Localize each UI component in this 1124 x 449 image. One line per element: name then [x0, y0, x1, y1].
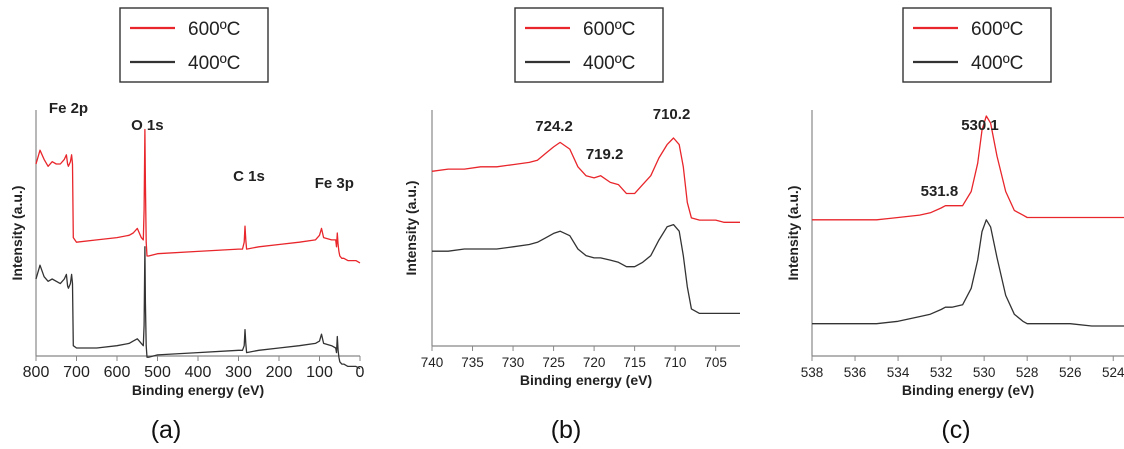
x-tick-label: 500 — [144, 364, 171, 381]
series-line-600C — [812, 115, 1124, 221]
x-tick-label: 735 — [461, 355, 484, 370]
chart-panel-1: 740 735 730 725 720 715 710 705 Binding energy (… — [403, 7, 740, 444]
legend: 600ºC 400ºC — [902, 7, 1052, 83]
peak-annotation: 719.2 — [586, 146, 624, 163]
x-tick-label: 740 — [421, 355, 444, 370]
peak-annotation: 710.2 — [653, 106, 691, 123]
x-tick-label: 200 — [266, 364, 293, 381]
series-line-600C — [431, 137, 740, 223]
x-tick-label: 536 — [844, 365, 867, 380]
legend-box — [514, 7, 664, 83]
x-tick-label: 100 — [306, 364, 333, 381]
x-tick-label: 730 — [502, 355, 525, 370]
panel-label: (a) — [151, 416, 182, 444]
panel-label: (c) — [941, 416, 970, 444]
x-tick-label: 534 — [887, 365, 910, 380]
chart-panel-2: 538 536 534 532 530 528 526 524 Binding energy (… — [785, 7, 1124, 444]
legend-entry: 600ºC — [971, 19, 1023, 40]
series-line-600C — [35, 128, 361, 264]
legend-entry: 400ºC — [971, 53, 1023, 74]
peak-annotation: 531.8 — [921, 183, 959, 200]
x-tick-label: 720 — [583, 355, 606, 370]
peak-annotation: 530.1 — [961, 117, 999, 134]
legend-entry: 600ºC — [188, 19, 240, 40]
series-line-400C — [35, 246, 361, 370]
x-tick-label: 300 — [225, 364, 252, 381]
y-axis-label: Intensity (a.u.) — [403, 181, 419, 276]
x-tick-label: 400 — [185, 364, 212, 381]
x-axis-label: Binding energy (eV) — [132, 382, 264, 398]
peak-annotation: Fe 2p — [49, 100, 88, 117]
series-line-400C — [432, 223, 740, 315]
x-tick-label: 705 — [704, 355, 727, 370]
series-line-400C — [812, 219, 1124, 327]
x-tick-label: 524 — [1102, 365, 1124, 380]
x-tick-label: 530 — [973, 365, 996, 380]
x-tick-label: 528 — [1016, 365, 1039, 380]
legend-entry: 600ºC — [583, 19, 635, 40]
legend-box — [119, 7, 269, 83]
peak-annotation: Fe 3p — [315, 175, 354, 192]
x-tick-label: 0 — [356, 364, 365, 381]
legend-entry: 400ºC — [188, 53, 240, 74]
x-tick-label: 532 — [930, 365, 953, 380]
x-tick-label: 800 — [23, 364, 50, 381]
legend: 600ºC 400ºC — [119, 7, 269, 83]
x-tick-label: 538 — [801, 365, 824, 380]
x-tick-label: 526 — [1059, 365, 1082, 380]
y-axis-label: Intensity (a.u.) — [9, 186, 25, 281]
x-tick-label: 710 — [664, 355, 687, 370]
peak-annotation: O 1s — [131, 117, 164, 134]
x-tick-label: 600 — [104, 364, 131, 381]
peak-annotation: C 1s — [233, 168, 265, 185]
legend: 600ºC 400ºC — [514, 7, 664, 83]
panel-label: (b) — [551, 416, 582, 444]
x-axis-label: Binding energy (eV) — [902, 382, 1034, 398]
legend-entry: 400ºC — [583, 53, 635, 74]
x-tick-label: 725 — [542, 355, 565, 370]
x-tick-label: 715 — [623, 355, 646, 370]
legend-box — [902, 7, 1052, 83]
y-axis-label: Intensity (a.u.) — [785, 186, 801, 281]
x-axis-label: Binding energy (eV) — [520, 372, 652, 388]
chart-panel-0: 800 700 600 500 400 300 200 100 0 Binding energy … — [9, 7, 365, 444]
x-tick-label: 700 — [63, 364, 90, 381]
peak-annotation: 724.2 — [535, 118, 573, 135]
